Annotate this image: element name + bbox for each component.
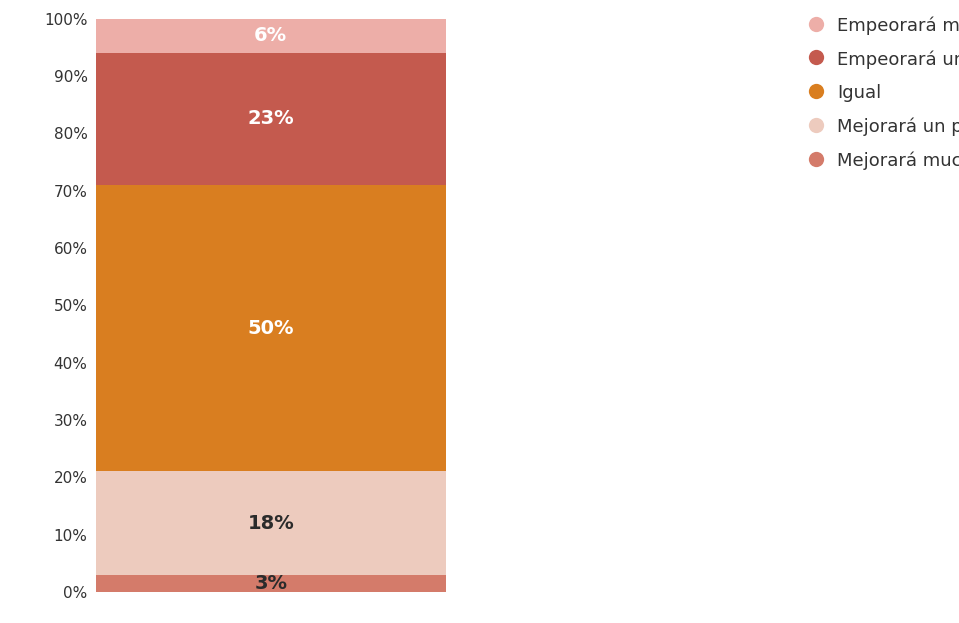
Bar [96,19,446,53]
Bar [96,574,446,592]
Text: 6%: 6% [254,26,288,45]
Text: 23%: 23% [247,110,294,128]
Bar [96,472,446,574]
Text: 50%: 50% [247,319,294,338]
Text: 3%: 3% [254,574,288,592]
Legend: Empeorará más, Empeorará un poco, Igual, Mejorará un poco, Mejorará mucho: Empeorará más, Empeorará un poco, Igual,… [807,16,959,170]
Bar [96,185,446,472]
Bar [96,53,446,185]
Text: 18%: 18% [247,513,294,533]
